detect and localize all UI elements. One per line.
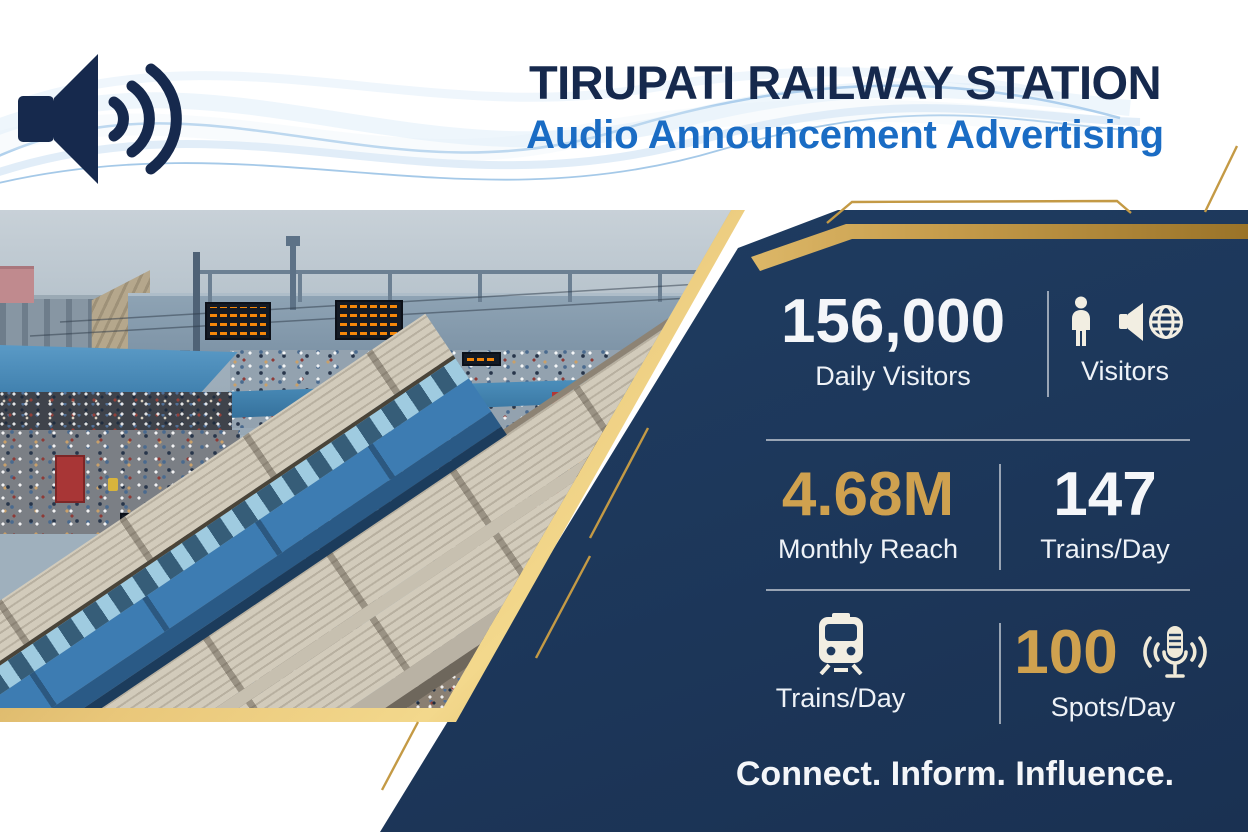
- page-title: TIRUPATI RAILWAY STATION: [528, 56, 1162, 109]
- stat-trains-icon-label: Trains/Day: [775, 683, 906, 713]
- stat-monthly-reach: 4.68M Monthly Reach: [748, 464, 988, 565]
- horizontal-divider: [766, 439, 1190, 441]
- photo-led-display: [335, 300, 403, 340]
- speaker-audio-waves-icon: [18, 54, 182, 184]
- stat-trains-count-label: Trains/Day: [1040, 534, 1170, 564]
- photo-red-kiosk-sign: [55, 455, 85, 503]
- stat-spots-value: 100: [1014, 618, 1118, 687]
- panel-tagline: Connect. Inform. Influence.: [735, 755, 1175, 793]
- stat-trains-icon-cell: Trains/Day: [758, 613, 923, 714]
- train-front-icon: [818, 613, 863, 675]
- stat-monthly-reach-label: Monthly Reach: [777, 534, 959, 564]
- vertical-divider: [1047, 291, 1049, 397]
- stat-monthly-reach-value: 4.68M: [781, 460, 955, 529]
- broadcast-microphone-icon: [1142, 626, 1207, 678]
- stat-visitors-label: Visitors: [1080, 356, 1170, 386]
- photo-yellow-bag: [108, 478, 118, 491]
- stat-spots-cell: 100 Spots/Day: [1008, 622, 1218, 723]
- vertical-divider: [999, 464, 1001, 570]
- stat-spots-label: Spots/Day: [1050, 692, 1176, 722]
- header-title-block: TIRUPATI RAILWAY STATION Audio Announcem…: [500, 56, 1190, 157]
- photo-pink-building: [0, 266, 34, 303]
- stat-trains-count-value: 147: [1053, 460, 1157, 529]
- stat-daily-visitors: 156,000 Daily Visitors: [768, 291, 1018, 392]
- stat-daily-visitors-value: 156,000: [780, 287, 1006, 356]
- page-subtitle: Audio Announcement Advertising: [526, 112, 1164, 157]
- photo-led-display: [205, 302, 271, 340]
- photo-platform-led: [462, 352, 501, 366]
- vertical-divider: [999, 623, 1001, 724]
- person-icon: [1072, 296, 1090, 346]
- stat-visitors-icons: Visitors: [1050, 296, 1200, 387]
- horizontal-divider: [766, 589, 1190, 591]
- stat-trains-count: 147 Trains/Day: [1015, 464, 1195, 565]
- photo-left-canopy: [0, 345, 238, 398]
- speaker-globe-icon: [1119, 303, 1183, 341]
- stat-daily-visitors-label: Daily Visitors: [815, 361, 971, 391]
